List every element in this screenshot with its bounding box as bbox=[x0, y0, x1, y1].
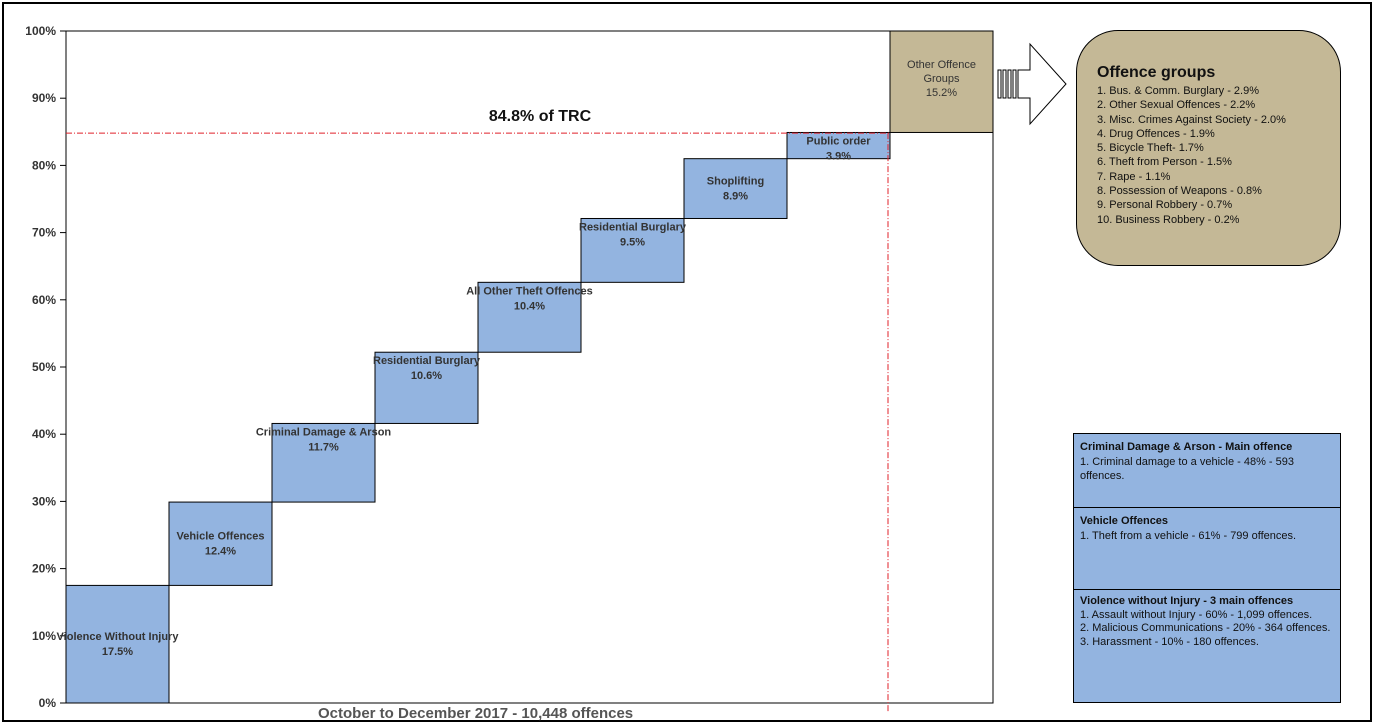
offence-group-item: 9. Personal Robbery - 0.7% bbox=[1097, 199, 1233, 212]
bar-category-label: Shoplifting bbox=[707, 176, 764, 188]
bar-category-label: Public order bbox=[806, 135, 871, 147]
bar-value-label: 8.9% bbox=[723, 191, 748, 203]
offence-group-item: 2. Other Sexual Offences - 2.2% bbox=[1097, 99, 1256, 112]
y-tick-label: 100% bbox=[25, 24, 56, 38]
arrow-head bbox=[1017, 42, 1067, 126]
violence-box-line-2: 2. Malicious Communications - 20% - 364 … bbox=[1080, 622, 1331, 634]
bar-value-label: 12.4% bbox=[205, 546, 236, 558]
offence-group-item: 4. Drug Offences - 1.9% bbox=[1097, 127, 1215, 140]
waterfall-bar bbox=[271, 422, 376, 503]
waterfall-bar bbox=[477, 281, 582, 353]
vehicle-box-title: Vehicle Offences bbox=[1080, 515, 1169, 527]
cutoff-annotation: 84.8% of TRC bbox=[489, 108, 592, 125]
violence-box-line-3: 3. Harassment - 10% - 180 offences. bbox=[1080, 635, 1259, 648]
offence-group-item: 7. Rape - 1.1% bbox=[1097, 170, 1171, 183]
offence-group-item: 10. Business Robbery - 0.2% bbox=[1097, 213, 1240, 226]
bar-value-label: 15.2% bbox=[926, 87, 957, 99]
arrow-tail-stripe bbox=[1012, 69, 1017, 99]
y-tick-label: 30% bbox=[32, 494, 56, 508]
waterfall-bar bbox=[889, 30, 994, 133]
violence-without-injury-main-offences-box: Violence without Injury - 3 main offence… bbox=[1073, 589, 1341, 703]
vehicle-offences-main-offence-box: Vehicle Offences 1. Theft from a vehicle… bbox=[1073, 507, 1341, 590]
bar-category-label: All Other Theft Offences bbox=[466, 285, 593, 297]
waterfall-bar bbox=[65, 584, 170, 704]
violence-box-title: Violence without Injury - 3 main offence… bbox=[1080, 595, 1294, 607]
y-tick-label: 80% bbox=[32, 158, 56, 172]
waterfall-bar bbox=[374, 351, 479, 424]
waterfall-bar bbox=[786, 131, 891, 160]
offence-groups-title: Offence groups bbox=[1097, 64, 1216, 81]
bar-value-label: 10.4% bbox=[514, 300, 545, 312]
bar-value-label: 17.5% bbox=[102, 646, 133, 658]
offence-group-item: 5. Bicycle Theft- 1.7% bbox=[1097, 142, 1204, 155]
bar-value-label: 3.9% bbox=[826, 150, 851, 162]
y-tick-label: 40% bbox=[32, 427, 56, 441]
offence-groups-panel: Offence groups 1. Bus. & Comm. Burglary … bbox=[1076, 30, 1341, 266]
x-axis-label: October to December 2017 - 10,448 offenc… bbox=[318, 705, 634, 722]
offence-group-item: 8. Possession of Weapons - 0.8% bbox=[1097, 185, 1262, 198]
bar-category-label: Violence Without Injury bbox=[57, 631, 180, 643]
bar-value-label: 10.6% bbox=[411, 370, 442, 382]
y-tick-label: 60% bbox=[32, 293, 56, 307]
bar-category-label: Residential Burglary bbox=[579, 221, 687, 233]
bar-category-label: Vehicle Offences bbox=[176, 531, 264, 543]
arrow-tail-stripe bbox=[997, 69, 1002, 99]
waterfall-bar bbox=[683, 158, 788, 219]
y-tick-label: 50% bbox=[32, 360, 56, 374]
y-tick-label: 70% bbox=[32, 226, 56, 240]
bar-value-label: 9.5% bbox=[620, 236, 645, 248]
offence-group-item: 3. Misc. Crimes Against Society - 2.0% bbox=[1097, 113, 1286, 126]
arrow-icon bbox=[997, 42, 1067, 126]
waterfall-bar bbox=[168, 501, 273, 586]
bar-category-label: Other Offence bbox=[907, 59, 976, 71]
y-tick-label: 0% bbox=[39, 696, 57, 710]
criminal-damage-box-line: 1. Criminal damage to a vehicle - 48% - … bbox=[1080, 455, 1294, 483]
bar-category-label: Criminal Damage & Arson bbox=[256, 426, 392, 438]
arrow-tail-stripe bbox=[1007, 69, 1012, 99]
offence-group-item: 1. Bus. & Comm. Burglary - 2.9% bbox=[1097, 85, 1259, 97]
bar-category-label: Residential Burglary bbox=[373, 355, 481, 367]
arrow-tail-stripe bbox=[1002, 69, 1007, 99]
y-tick-label: 90% bbox=[32, 91, 56, 105]
violence-box-line-1: 1. Assault without Injury - 60% - 1,099 … bbox=[1080, 608, 1313, 621]
criminal-damage-box-title: Criminal Damage & Arson - Main offence bbox=[1080, 441, 1293, 453]
y-tick-label: 10% bbox=[32, 629, 56, 643]
bar-value-label: 11.7% bbox=[308, 441, 339, 453]
waterfall-bar bbox=[580, 217, 685, 283]
offence-group-item: 6. Theft from Person - 1.5% bbox=[1097, 156, 1232, 169]
bar-category-label: Groups bbox=[923, 73, 960, 85]
y-tick-label: 20% bbox=[32, 562, 56, 576]
criminal-damage-main-offence-box: Criminal Damage & Arson - Main offence 1… bbox=[1073, 433, 1341, 508]
vehicle-box-line: 1. Theft from a vehicle - 61% - 799 offe… bbox=[1080, 529, 1297, 542]
plot-area bbox=[65, 30, 994, 704]
